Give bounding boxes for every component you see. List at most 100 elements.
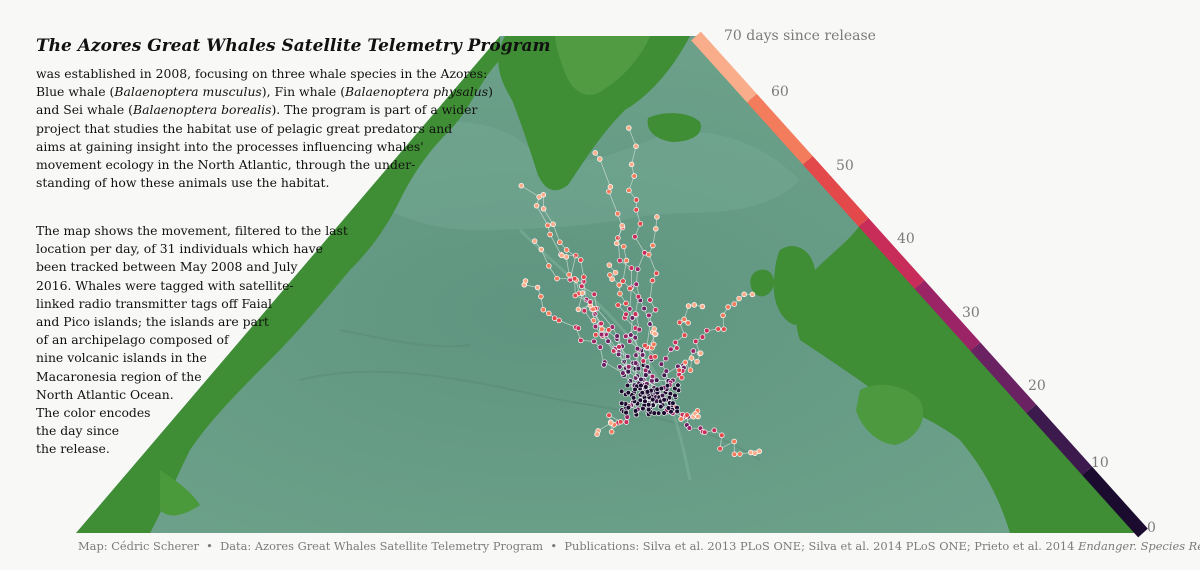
iberia bbox=[856, 384, 924, 445]
track-point bbox=[599, 326, 605, 332]
track-point bbox=[609, 324, 616, 330]
track-point bbox=[668, 346, 674, 353]
track-point bbox=[556, 317, 562, 324]
track-point bbox=[643, 372, 649, 378]
description-line: The map shows the movement, filtered to … bbox=[36, 223, 348, 238]
track-point bbox=[620, 370, 626, 376]
track-point bbox=[607, 184, 614, 190]
track-point bbox=[566, 271, 572, 278]
track-point bbox=[614, 333, 620, 339]
track-point bbox=[613, 240, 620, 247]
track-point bbox=[563, 247, 570, 253]
track-point bbox=[623, 300, 629, 307]
track-point bbox=[536, 194, 542, 200]
track-point bbox=[682, 359, 688, 366]
intro-line: aims at gaining insight into the process… bbox=[36, 138, 424, 154]
intro-line: movement ecology in the North Atlantic, … bbox=[36, 157, 416, 173]
track-point bbox=[737, 451, 743, 457]
track-point bbox=[645, 402, 652, 408]
track-point bbox=[651, 341, 657, 348]
ireland bbox=[750, 269, 775, 297]
track-point bbox=[749, 291, 756, 298]
track-point bbox=[676, 319, 683, 326]
track-point bbox=[664, 383, 671, 389]
track-point bbox=[626, 187, 632, 194]
scale-segment bbox=[747, 93, 813, 165]
north-america bbox=[76, 36, 500, 533]
track-point bbox=[674, 345, 680, 351]
track-point bbox=[623, 311, 629, 318]
scale-segment bbox=[970, 342, 1037, 414]
intro-line: Blue whale (Balaenoptera musculus), Fin … bbox=[36, 84, 493, 100]
track-point bbox=[644, 389, 651, 395]
description-line: and Pico islands; the islands are part bbox=[36, 314, 269, 330]
description-line: Macaronesia region of the bbox=[36, 368, 202, 384]
track-point bbox=[623, 409, 629, 416]
track-point bbox=[685, 320, 691, 326]
track-point bbox=[684, 412, 690, 418]
track-point bbox=[626, 125, 632, 131]
track-point bbox=[627, 285, 633, 292]
track-point bbox=[661, 397, 667, 403]
track-point bbox=[731, 301, 738, 307]
track-point bbox=[690, 348, 697, 354]
track-point bbox=[658, 404, 664, 410]
track-point bbox=[675, 382, 681, 388]
track-point bbox=[554, 275, 560, 282]
track-point bbox=[721, 326, 727, 332]
track-point bbox=[581, 274, 587, 280]
track-point bbox=[633, 143, 639, 149]
track-point bbox=[642, 398, 648, 404]
track-point bbox=[694, 358, 700, 365]
intro-line: project that studies the habitat use of … bbox=[36, 120, 453, 136]
track-point bbox=[717, 445, 723, 452]
track-point bbox=[681, 316, 687, 323]
track-point bbox=[531, 238, 538, 244]
track-point bbox=[581, 308, 588, 314]
track-point bbox=[646, 312, 652, 319]
track-point bbox=[621, 243, 627, 250]
track-point bbox=[636, 326, 643, 333]
track-point bbox=[625, 404, 632, 411]
track-point bbox=[633, 352, 639, 358]
track-point bbox=[672, 339, 679, 346]
track-point bbox=[619, 222, 625, 229]
greenland bbox=[498, 36, 690, 191]
track-point bbox=[606, 262, 613, 268]
track-point bbox=[668, 409, 674, 415]
intro-text: was established in 2008, focusing on thr… bbox=[36, 65, 493, 192]
track-point bbox=[606, 412, 612, 419]
track-point bbox=[658, 361, 665, 367]
track-point bbox=[661, 410, 667, 416]
track-point bbox=[540, 192, 547, 198]
scale-tick-label: 50 bbox=[836, 158, 854, 174]
description-line: The color encodes bbox=[36, 405, 151, 421]
track-point bbox=[594, 431, 600, 437]
scale-tick-label: 60 bbox=[771, 84, 789, 100]
scale-segment bbox=[802, 155, 869, 227]
track-point bbox=[624, 353, 631, 360]
page-title: The Azores Great Whales Satellite Teleme… bbox=[36, 36, 551, 56]
track-point bbox=[625, 390, 631, 396]
track-point bbox=[627, 306, 633, 312]
track-point bbox=[635, 365, 642, 372]
track-point bbox=[642, 342, 648, 349]
scale-segment bbox=[691, 31, 757, 103]
track-point bbox=[658, 385, 665, 392]
track-point bbox=[625, 364, 632, 370]
track-point bbox=[637, 220, 644, 227]
track-point bbox=[534, 284, 541, 291]
track-point bbox=[628, 161, 635, 168]
track-point bbox=[617, 364, 623, 370]
track-point bbox=[688, 355, 695, 361]
track-point bbox=[559, 252, 565, 259]
whale-tracks bbox=[518, 125, 763, 458]
track-point bbox=[592, 332, 599, 338]
track-point bbox=[731, 451, 738, 458]
track-point bbox=[538, 293, 544, 300]
track-point bbox=[633, 207, 640, 213]
track-point bbox=[538, 246, 545, 253]
track-point bbox=[643, 384, 649, 390]
track-point bbox=[651, 326, 657, 332]
